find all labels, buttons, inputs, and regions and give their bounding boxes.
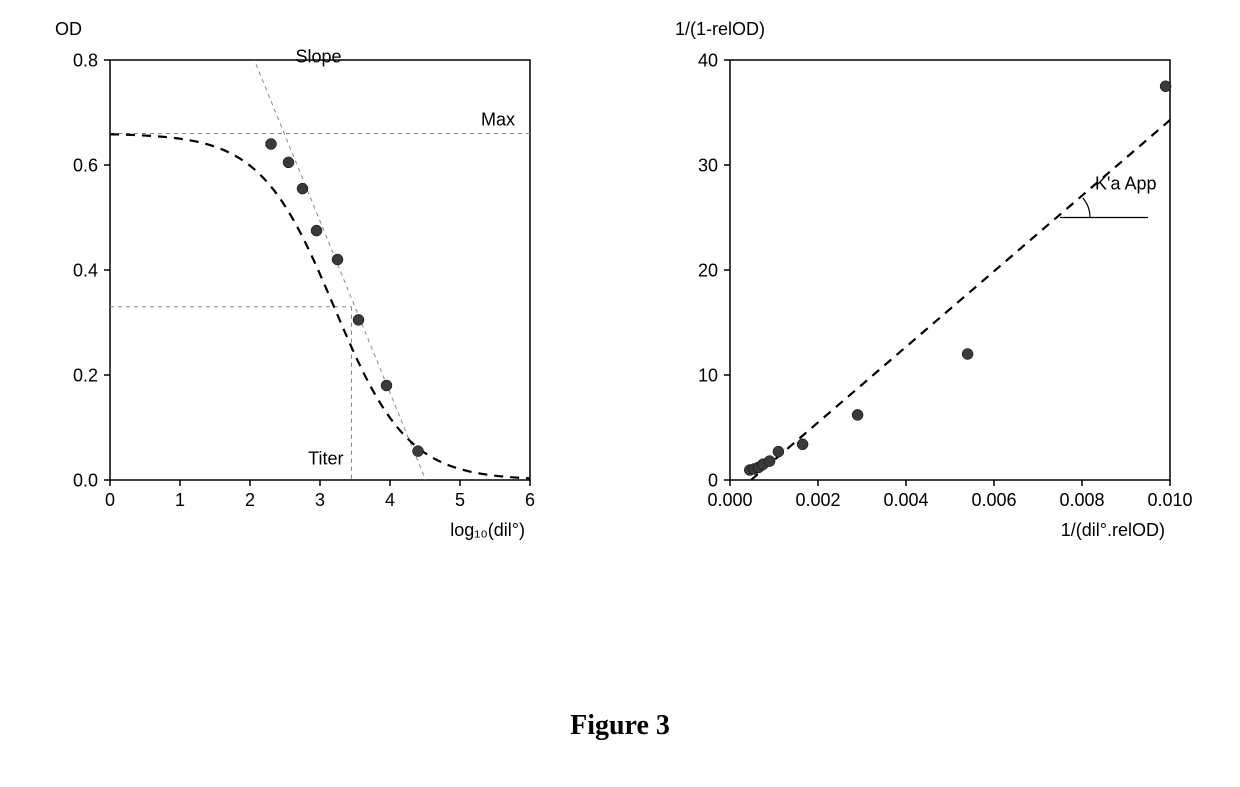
svg-text:6: 6 (525, 490, 535, 510)
svg-text:3: 3 (315, 490, 325, 510)
svg-text:Titer: Titer (308, 448, 343, 468)
figure-container: OD 0 1 2 3 4 5 6 0.0 0.2 0.4 0.6 0.8 log₁₀(dil°) Max Ti… (0, 0, 1240, 787)
right-panel: 1/(1-relOD) 0.000 0.002 0.004 0.006 0.008 0.01… (650, 10, 1210, 575)
svg-text:0.008: 0.008 (1059, 490, 1104, 510)
svg-text:0.002: 0.002 (795, 490, 840, 510)
svg-text:0.000: 0.000 (707, 490, 752, 510)
svg-text:0.0: 0.0 (73, 470, 98, 490)
svg-text:0.010: 0.010 (1147, 490, 1192, 510)
svg-text:1: 1 (175, 490, 185, 510)
svg-text:1/(dil°.relOD): 1/(dil°.relOD) (1061, 520, 1165, 540)
svg-text:0: 0 (105, 490, 115, 510)
svg-text:0.006: 0.006 (971, 490, 1016, 510)
svg-text:2: 2 (245, 490, 255, 510)
svg-text:5: 5 (455, 490, 465, 510)
svg-text:OD: OD (55, 19, 82, 39)
figure-caption: Figure 3 (0, 710, 1240, 742)
right-chart-svg: 1/(1-relOD) 0.000 0.002 0.004 0.006 0.008 0.01… (650, 10, 1210, 570)
svg-text:30: 30 (698, 155, 718, 175)
svg-text:K'a App: K'a App (1095, 174, 1157, 194)
svg-text:0.4: 0.4 (73, 260, 98, 280)
svg-text:0.6: 0.6 (73, 155, 98, 175)
svg-text:0.004: 0.004 (883, 490, 928, 510)
svg-text:0: 0 (708, 470, 718, 490)
left-chart-svg: OD 0 1 2 3 4 5 6 0.0 0.2 0.4 0.6 0.8 log₁₀(dil°) Max Ti… (30, 10, 590, 570)
svg-text:log₁₀(dil°): log₁₀(dil°) (450, 520, 525, 540)
svg-text:40: 40 (698, 50, 718, 70)
svg-text:4: 4 (385, 490, 395, 510)
svg-text:Max: Max (481, 110, 515, 130)
left-panel: OD 0 1 2 3 4 5 6 0.0 0.2 0.4 0.6 0.8 log₁₀(dil°) Max Ti… (30, 10, 590, 575)
svg-text:0.2: 0.2 (73, 365, 98, 385)
svg-text:1/(1-relOD): 1/(1-relOD) (675, 19, 765, 39)
svg-text:20: 20 (698, 260, 718, 280)
svg-text:0.8: 0.8 (73, 50, 98, 70)
svg-text:Slope: Slope (296, 47, 342, 67)
svg-text:10: 10 (698, 365, 718, 385)
panels-row: OD 0 1 2 3 4 5 6 0.0 0.2 0.4 0.6 0.8 log₁₀(dil°) Max Ti… (0, 0, 1240, 575)
